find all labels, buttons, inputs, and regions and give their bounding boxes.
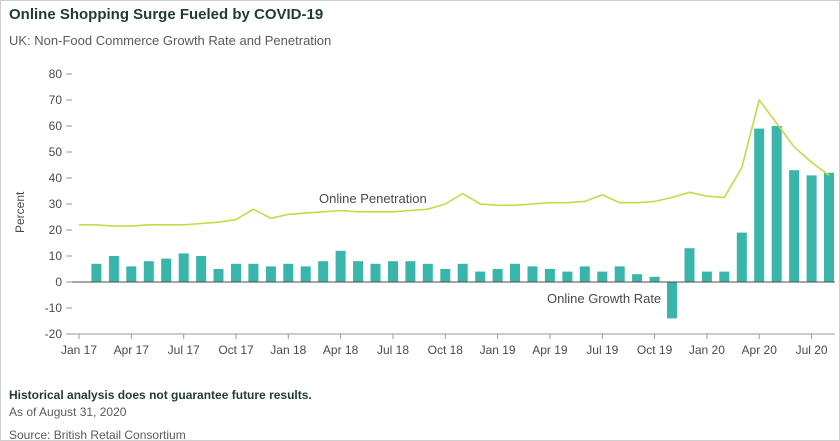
svg-text:-20: -20 [45,327,63,341]
svg-text:Jan 18: Jan 18 [270,343,306,357]
svg-text:70: 70 [49,93,63,107]
svg-text:50: 50 [49,145,63,159]
svg-text:20: 20 [49,223,63,237]
svg-text:Apr 19: Apr 19 [532,343,568,357]
svg-text:10: 10 [49,249,63,263]
svg-text:Jul 18: Jul 18 [377,343,409,357]
svg-text:-10: -10 [45,301,63,315]
svg-text:Jul 17: Jul 17 [168,343,200,357]
svg-text:Oct 19: Oct 19 [637,343,673,357]
svg-text:Apr 17: Apr 17 [114,343,150,357]
svg-text:Jan 20: Jan 20 [689,343,725,357]
svg-text:0: 0 [55,275,62,289]
svg-text:Jul 19: Jul 19 [586,343,618,357]
svg-text:Apr 18: Apr 18 [323,343,359,357]
chart-plot: 80 70 60 50 40 30 20 10 0 -10 -20 Jan 17 Apr 17 Jul 1… [45,67,835,357]
svg-text:Oct 17: Oct 17 [218,343,254,357]
page-subtitle: UK: Non-Food Commerce Growth Rate and Pe… [9,33,332,48]
svg-text:80: 80 [49,67,63,81]
source-text: Source: British Retail Consortium [9,428,186,441]
penetration-series-label: Online Penetration [319,191,427,206]
page-title: Online Shopping Surge Fueled by COVID-19 [9,6,324,23]
disclaimer-text: Historical analysis does not guarantee f… [9,388,312,402]
svg-text:40: 40 [49,171,63,185]
svg-text:Apr 20: Apr 20 [742,343,778,357]
as-of-date: As of August 31, 2020 [9,405,127,419]
svg-text:Jan 17: Jan 17 [61,343,97,357]
svg-text:Jan 19: Jan 19 [480,343,516,357]
growth-rate-series-label: Online Growth Rate [547,291,662,306]
footer: Historical analysis does not guarantee f… [9,388,312,441]
svg-text:Jul 20: Jul 20 [796,343,828,357]
svg-text:30: 30 [49,197,63,211]
svg-text:Oct 18: Oct 18 [428,343,464,357]
svg-text:60: 60 [49,119,63,133]
